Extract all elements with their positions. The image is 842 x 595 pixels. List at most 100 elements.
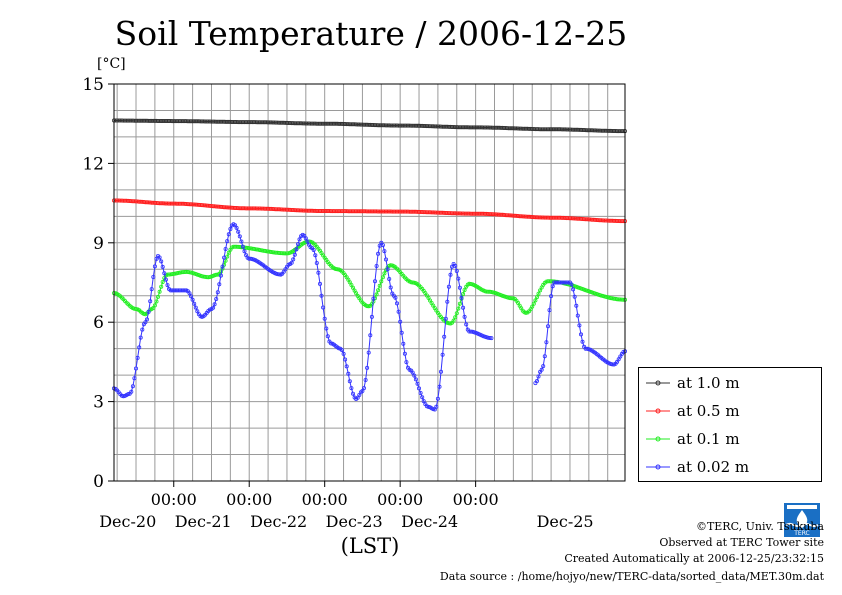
data-point [464, 322, 469, 327]
x-tick-date-label: Dec-21 [175, 512, 232, 531]
data-point [297, 237, 302, 242]
data-point [530, 304, 535, 309]
data-point [538, 288, 543, 293]
data-point [393, 295, 398, 300]
data-point [372, 279, 377, 284]
data-point [325, 334, 330, 339]
terc-logo-icon: TERC [784, 503, 820, 537]
x-tick-time-label: 00:00 [453, 490, 499, 509]
data-point [160, 279, 165, 284]
data-point [374, 292, 379, 297]
data-point [211, 305, 216, 310]
data-point [294, 247, 299, 252]
legend-label: at 0.02 m [677, 458, 750, 476]
legend-swatch [646, 436, 670, 442]
data-point [143, 320, 148, 325]
data-point [418, 390, 423, 395]
data-point [339, 348, 344, 353]
data-point [303, 236, 308, 241]
data-point [129, 389, 134, 394]
data-point [360, 388, 365, 393]
data-point [544, 340, 549, 345]
data-point [344, 364, 349, 369]
data-point [138, 335, 143, 340]
series-line-3 [113, 223, 492, 411]
data-point [446, 284, 451, 289]
data-point [549, 294, 554, 299]
x-tick-time-label: 00:00 [226, 490, 272, 509]
data-point [133, 366, 138, 371]
legend-label: at 1.0 m [677, 374, 740, 392]
data-point [321, 305, 326, 310]
data-point [343, 357, 348, 362]
data-point [324, 326, 329, 331]
data-point [347, 379, 352, 384]
data-point [536, 291, 541, 296]
logo-text: TERC [793, 530, 810, 537]
data-point [366, 350, 371, 355]
data-point [385, 267, 390, 272]
data-point [237, 234, 242, 239]
legend-swatch [646, 408, 670, 414]
data-point [535, 295, 540, 300]
data-point [187, 291, 192, 296]
data-point [379, 279, 384, 284]
data-point [546, 324, 551, 329]
data-point [160, 264, 165, 269]
data-point [415, 381, 420, 386]
data-point [162, 271, 167, 276]
created-text: Created Automatically at 2006-12-25/23:3… [564, 552, 824, 565]
data-point [239, 239, 244, 244]
y-tick-label: 6 [93, 313, 104, 333]
legend-label: at 0.5 m [677, 402, 740, 420]
data-point [225, 239, 230, 244]
data-point [412, 373, 417, 378]
data-point [547, 308, 552, 313]
data-point [454, 268, 459, 273]
series-line-3 [535, 282, 626, 384]
data-point [152, 264, 157, 269]
legend-label: at 0.1 m [677, 430, 740, 448]
data-point [190, 297, 195, 302]
data-point [223, 246, 228, 251]
data-point [292, 252, 297, 257]
data-point [155, 294, 160, 299]
data-point [192, 301, 197, 306]
x-tick-date-label: Dec-25 [537, 512, 594, 531]
chart-title: Soil Temperature / 2006-12-25 [114, 14, 628, 53]
data-point [402, 351, 407, 356]
x-tick-date-label: Dec-20 [99, 512, 156, 531]
y-tick-label: 12 [82, 154, 104, 174]
data-point [140, 327, 145, 332]
x-tick-time-label: 00:00 [377, 490, 423, 509]
data-point [388, 285, 393, 290]
y-tick-label: 9 [93, 234, 104, 254]
data-point [456, 306, 461, 311]
data-point [566, 280, 571, 285]
legend-item-1-0m: at 1.0 m [645, 373, 740, 393]
data-point [365, 365, 370, 370]
data-point [457, 301, 462, 306]
data-point [163, 277, 168, 282]
data-point [240, 244, 245, 249]
data-point [311, 247, 316, 252]
data-point [382, 249, 387, 254]
data-point [350, 285, 355, 290]
data-point [214, 296, 219, 301]
y-tick-label: 15 [82, 75, 104, 95]
data-point [461, 305, 466, 310]
data-point [159, 284, 164, 289]
data-point [440, 352, 445, 357]
data-point [396, 309, 401, 314]
data-point [305, 239, 310, 244]
data-point [539, 367, 544, 372]
data-point [382, 271, 387, 276]
data-point [154, 299, 159, 304]
x-tick-time-label: 00:00 [151, 490, 197, 509]
data-point [363, 377, 368, 382]
data-point [575, 313, 580, 318]
data-source-text: Data source : /home/hojyo/new/TERC-data/… [439, 570, 824, 583]
legend: at 1.0 m at 0.5 m at 0.1 m at 0.02 m [638, 367, 822, 482]
data-point [222, 255, 227, 260]
